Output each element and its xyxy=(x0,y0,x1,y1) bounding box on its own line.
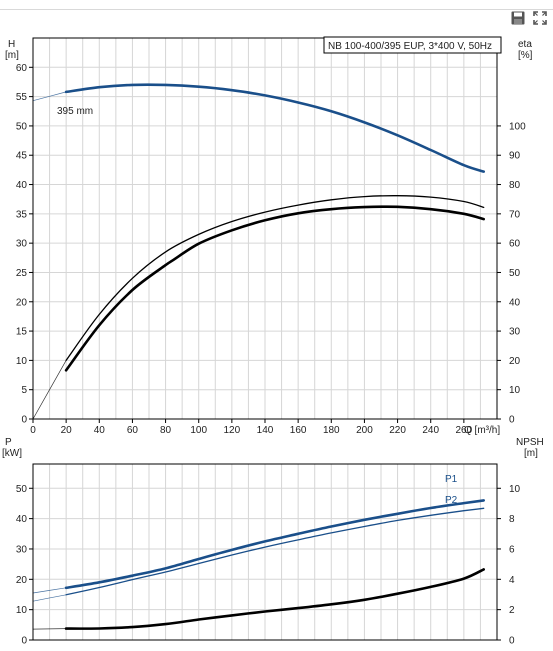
right-tick-label: 80 xyxy=(509,180,521,191)
left-tick-label: 50 xyxy=(16,484,28,495)
left-tick-label: 40 xyxy=(16,514,28,525)
curve-series-1 xyxy=(65,195,485,362)
left-axis-label: H xyxy=(8,39,15,50)
curve-extension xyxy=(32,628,67,630)
left-tick-label: 0 xyxy=(21,415,27,426)
head-efficiency-panel: 0 5 10 15 20 25 30 35 40 45 50 55 60 0 10 20 30 40 50 60 70… xyxy=(5,36,533,436)
left-tick-label: 50 xyxy=(16,121,28,132)
x-tick-label: 60 xyxy=(127,425,139,436)
series-label-p2: P2 xyxy=(445,495,458,506)
x-tick-label: 160 xyxy=(290,425,307,436)
x-axis-ticks: 0 20 40 60 80 100 120 140 160 180 200 220 240 260 xyxy=(30,419,473,436)
right-tick-label: 100 xyxy=(509,121,526,132)
right-tick-label: 4 xyxy=(509,575,515,586)
x-tick-label: 260 xyxy=(456,425,473,436)
curve-extension xyxy=(32,360,67,420)
left-axis-ticks: 0 5 10 15 20 25 30 35 40 45 50 55 60 xyxy=(16,63,33,426)
save-icon[interactable] xyxy=(511,11,525,25)
left-axis-unit: [kW] xyxy=(2,448,22,459)
right-axis-label: eta xyxy=(518,39,532,50)
right-axis-unit: [m] xyxy=(524,448,538,459)
right-tick-label: 50 xyxy=(509,268,521,279)
left-tick-label: 10 xyxy=(16,605,28,616)
left-tick-label: 45 xyxy=(16,151,28,162)
x-tick-label: 140 xyxy=(257,425,274,436)
x-tick-label: 80 xyxy=(160,425,172,436)
curves xyxy=(32,499,485,630)
curve-extension xyxy=(32,587,67,594)
x-tick-label: 100 xyxy=(190,425,207,436)
x-tick-label: 240 xyxy=(422,425,439,436)
left-tick-label: 30 xyxy=(16,544,28,555)
curve-series-2 xyxy=(64,205,485,372)
curve-series-0 xyxy=(64,499,485,590)
x-tick-label: 180 xyxy=(323,425,340,436)
plot-frame xyxy=(32,463,498,641)
right-tick-label: 0 xyxy=(509,636,515,647)
right-tick-label: 8 xyxy=(509,514,515,525)
right-axis-ticks: 0 10 20 30 40 50 60 70 80 90 100 xyxy=(497,121,526,426)
curves xyxy=(32,83,485,420)
curve-extension xyxy=(32,91,67,102)
x-tick-label: 20 xyxy=(61,425,73,436)
right-tick-label: 10 xyxy=(509,385,521,396)
curve-series-2 xyxy=(64,568,485,630)
curve-series-1 xyxy=(65,507,485,596)
x-axis-label: Q [m³/h] xyxy=(464,425,500,436)
x-tick-label: 0 xyxy=(30,425,36,436)
left-tick-label: 10 xyxy=(16,356,28,367)
left-axis-unit: [m] xyxy=(5,50,19,61)
left-tick-label: 5 xyxy=(21,385,27,396)
left-tick-label: 40 xyxy=(16,180,28,191)
left-tick-label: 20 xyxy=(16,575,28,586)
x-tick-label: 40 xyxy=(94,425,106,436)
x-tick-label: 200 xyxy=(356,425,373,436)
left-tick-label: 35 xyxy=(16,209,28,220)
right-tick-label: 40 xyxy=(509,297,521,308)
left-tick-label: 25 xyxy=(16,268,28,279)
right-tick-label: 6 xyxy=(509,544,515,555)
fullscreen-icon[interactable] xyxy=(533,11,547,25)
right-tick-label: 0 xyxy=(509,415,515,426)
power-npsh-panel: 0 10 20 30 40 50 0 2 4 6 8 10 P [kW] NPSH [m] P1 P… xyxy=(2,437,544,647)
right-axis-label: NPSH xyxy=(516,437,544,448)
right-tick-label: 70 xyxy=(509,209,521,220)
left-tick-label: 15 xyxy=(16,327,28,338)
x-tick-label: 120 xyxy=(224,425,241,436)
top-border xyxy=(0,0,553,10)
right-tick-label: 30 xyxy=(509,327,521,338)
left-tick-label: 60 xyxy=(16,63,28,74)
chart-toolbar xyxy=(511,11,547,25)
left-tick-label: 30 xyxy=(16,239,28,250)
right-tick-label: 10 xyxy=(509,484,521,495)
grid-lines xyxy=(33,38,497,419)
left-axis-ticks: 0 10 20 30 40 50 xyxy=(16,484,33,647)
right-axis-unit: [%] xyxy=(518,50,533,61)
chart-title: NB 100-400/395 EUP, 3*400 V, 50Hz xyxy=(328,41,492,52)
right-tick-label: 20 xyxy=(509,356,521,367)
right-tick-label: 90 xyxy=(509,151,521,162)
grid-lines xyxy=(33,464,497,640)
right-axis-ticks: 0 2 4 6 8 10 xyxy=(497,484,521,647)
left-axis-label: P xyxy=(5,437,12,448)
title-box xyxy=(323,36,502,54)
curve-label-395mm: 395 mm xyxy=(57,106,93,117)
curve-series-0 xyxy=(64,83,485,173)
series-label-p1: P1 xyxy=(445,474,458,485)
left-tick-label: 55 xyxy=(16,92,28,103)
right-tick-label: 60 xyxy=(509,239,521,250)
x-tick-label: 220 xyxy=(389,425,406,436)
curve-extension xyxy=(32,594,67,602)
left-tick-label: 20 xyxy=(16,297,28,308)
right-tick-label: 2 xyxy=(509,605,515,616)
left-tick-label: 0 xyxy=(21,636,27,647)
